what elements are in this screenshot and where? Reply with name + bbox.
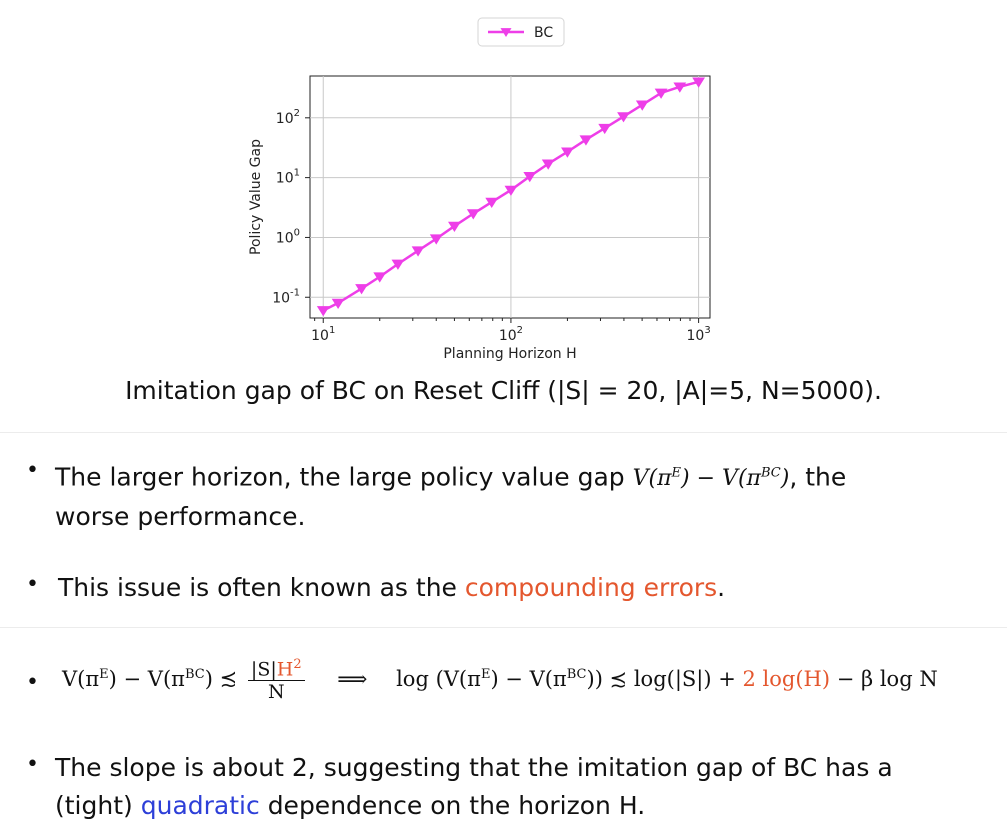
data-point-marker (448, 221, 461, 232)
data-point-marker (411, 246, 425, 257)
log-log-chart: 101 102 103 10-1 100 101 102 Planning Horizon H… (248, 17, 711, 362)
formula-rhs: log (V(πE) − V(πBC)) ≾ log(|S|) + 2 log(… (396, 666, 938, 691)
y-tick-label: 101 (276, 168, 300, 187)
data-point-marker (331, 298, 345, 309)
fraction: |S|H2 N (247, 657, 305, 703)
bullet-dot: • (26, 572, 39, 597)
x-tick-label: 103 (687, 325, 711, 344)
bullet-text: The larger horizon, the large policy val… (55, 462, 625, 492)
data-point-marker (523, 172, 537, 183)
x-tick-label: 102 (499, 325, 523, 344)
formula-lhs: V(πE) − V(πBC) (62, 666, 213, 691)
approx-symbol: ≾ (219, 666, 238, 691)
y-tick-label: 102 (276, 108, 300, 127)
data-point-marker (504, 185, 518, 196)
data-point-marker (598, 123, 612, 135)
y-tick-label: 10-1 (272, 287, 300, 306)
figure-caption: Imitation gap of BC on Reset Cliff (|S| … (125, 376, 882, 405)
implies-symbol: ⟹ (337, 666, 368, 691)
bullet-text: (tight) (55, 791, 133, 820)
data-point-marker (355, 284, 368, 295)
data-point-marker (692, 77, 706, 88)
bullet-dot: • (26, 670, 39, 695)
scaling-formula: V(πE) − V(πBC) ≾ |S|H2 N ⟹ log (V(πE) − … (62, 657, 938, 703)
bullet-text: This issue is often known as the (58, 573, 457, 602)
data-point-marker (541, 159, 555, 170)
data-point-marker (654, 88, 668, 99)
data-point-marker (561, 147, 574, 158)
legend-marker (500, 28, 512, 37)
divider (0, 627, 1007, 628)
x-tick-label: 101 (311, 325, 335, 344)
data-point-marker (391, 259, 405, 270)
bullet-text: dependence on the horizon H. (267, 791, 646, 820)
bullet-horizon-gap: The larger horizon, the large policy val… (55, 455, 995, 536)
legend-label: BC (534, 25, 553, 41)
bullet-text: . (717, 573, 726, 602)
data-point-marker (617, 112, 630, 123)
data-point-marker (466, 209, 480, 220)
data-point-marker (373, 272, 387, 283)
bullet-text: The slope is about 2, suggesting that th… (55, 753, 893, 782)
bullet-dot: • (26, 458, 39, 483)
data-point-marker (429, 234, 443, 245)
y-axis-label: Policy Value Gap (248, 139, 264, 255)
quadratic-highlight: quadratic (140, 791, 260, 820)
bullet-slope: The slope is about 2, suggesting that th… (55, 749, 995, 825)
data-point-marker (673, 82, 687, 93)
value-gap-formula: V(πE) − V(πBC) (632, 466, 790, 492)
data-point-marker (316, 306, 330, 317)
data-point-marker (635, 100, 649, 111)
compounding-errors-highlight: compounding errors (464, 573, 718, 602)
x-axis-label: Planning Horizon H (443, 346, 576, 362)
divider (0, 432, 1007, 433)
bullet-dot: • (26, 752, 39, 777)
data-point-marker (579, 135, 593, 146)
data-point-marker (485, 197, 499, 208)
y-tick-label: 100 (276, 227, 300, 246)
bullet-text: worse performance. (55, 502, 306, 532)
bullet-compounding: This issue is often known as the compoun… (58, 569, 725, 607)
bullet-text: , the (789, 462, 847, 492)
